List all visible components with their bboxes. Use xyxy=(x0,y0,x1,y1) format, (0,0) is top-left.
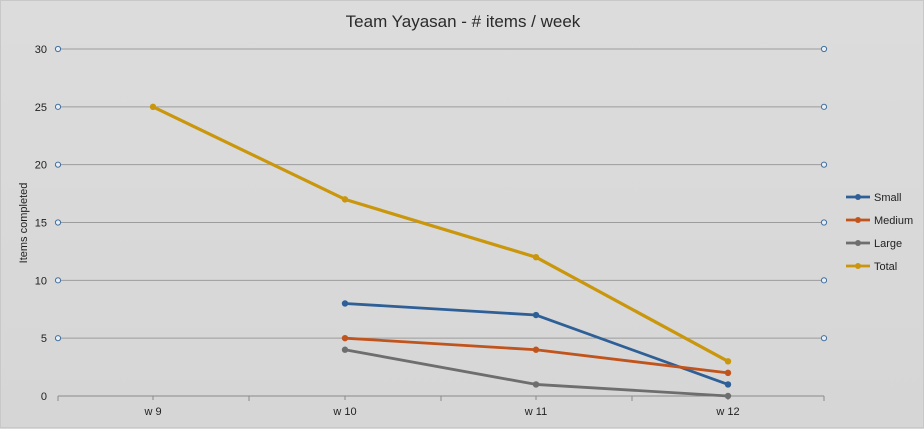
legend-item-large: Large xyxy=(846,238,902,250)
legend-marker xyxy=(855,217,861,223)
y-tick-label: 25 xyxy=(35,102,47,114)
legend-label: Large xyxy=(874,238,902,250)
series-total xyxy=(149,103,732,365)
legend-marker xyxy=(855,263,861,269)
y-axis-handle xyxy=(54,277,62,284)
y-axis-handle xyxy=(54,161,62,168)
legend-label: Medium xyxy=(874,215,913,227)
data-point xyxy=(532,346,540,353)
legend: Small Medium Large Total xyxy=(846,192,913,273)
y-axis-handle xyxy=(820,219,828,226)
legend-item-medium: Medium xyxy=(846,215,913,227)
data-point xyxy=(532,381,540,388)
gridlines xyxy=(58,48,824,397)
y-tick-label: 20 xyxy=(35,160,47,172)
y-axis-handle xyxy=(820,45,828,53)
legend-item-total: Total xyxy=(846,261,897,273)
y-axis-handle xyxy=(54,103,62,110)
series-line xyxy=(343,336,730,375)
data-point xyxy=(341,196,349,203)
chart-title: Team Yayasan - # items / week xyxy=(346,12,581,31)
data-point xyxy=(149,103,157,111)
series-medium xyxy=(341,334,732,377)
series-lines xyxy=(149,103,732,400)
data-point xyxy=(341,334,349,342)
y-tick-label: 30 xyxy=(35,44,47,56)
data-point xyxy=(532,311,540,319)
legend-marker xyxy=(855,240,861,246)
data-point xyxy=(341,346,349,353)
series-line xyxy=(151,105,730,363)
data-point xyxy=(724,369,732,377)
legend-label: Total xyxy=(874,261,897,273)
data-point xyxy=(532,254,540,261)
y-axis-label: Items completed xyxy=(18,183,30,264)
series-small xyxy=(341,300,732,388)
data-point xyxy=(724,392,732,400)
y-tick-label: 10 xyxy=(35,275,47,287)
y-axis-handle xyxy=(820,161,828,168)
y-axis-handle xyxy=(54,219,62,226)
y-tick-label: 15 xyxy=(35,218,47,230)
y-axis-handle xyxy=(54,45,62,53)
data-point xyxy=(341,300,349,307)
y-tick-label: 0 xyxy=(41,391,47,403)
legend-marker xyxy=(855,194,861,200)
y-axis-handle xyxy=(820,103,828,110)
legend-label: Small xyxy=(874,192,902,204)
x-tick-label: w 12 xyxy=(715,406,739,418)
legend-item-small: Small xyxy=(846,192,902,204)
series-large xyxy=(341,346,732,400)
x-tick-label: w 9 xyxy=(143,406,161,418)
y-axis-handle xyxy=(820,277,828,284)
series-line xyxy=(343,348,730,398)
y-tick-label: 5 xyxy=(41,333,47,345)
data-point xyxy=(724,381,732,388)
axes: 0 5 10 15 20 25 30 w 9 w 10 w 11 w 12 xyxy=(35,44,828,418)
x-tick-label: w 11 xyxy=(524,406,547,418)
x-tick-label: w 10 xyxy=(332,406,356,418)
data-point xyxy=(724,358,732,365)
y-axis-handle xyxy=(820,335,828,342)
y-axis-handle xyxy=(54,335,62,342)
